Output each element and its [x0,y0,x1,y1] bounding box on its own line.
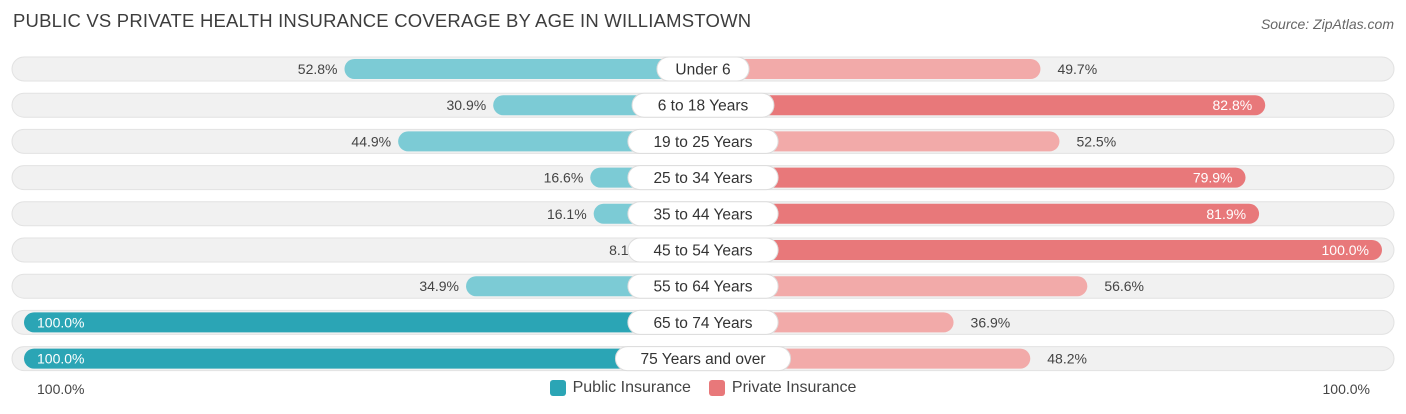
category-label: 25 to 34 Years [653,170,752,187]
legend-item-public[interactable]: Public Insurance [549,379,691,397]
category-pill [627,128,779,154]
category-label: 65 to 74 Years [653,315,752,332]
chart-title: PUBLIC VS PRIVATE HEALTH INSURANCE COVER… [13,10,752,31]
private-value-label: 49.7% [1057,61,1097,77]
legend: Public Insurance Private Insurance [0,379,1406,397]
private-bar [703,240,1382,260]
legend-item-private[interactable]: Private Insurance [708,379,857,397]
private-value-label: 48.2% [1047,351,1087,367]
private-bar [703,167,1246,188]
category-label: 75 Years and over [641,351,766,368]
category-label: 6 to 18 Years [658,98,749,115]
category-label: 19 to 25 Years [653,134,752,151]
public-value-label: 16.1% [547,206,587,222]
private-value-label: 56.6% [1104,278,1144,294]
private-value-label: 82.8% [1213,97,1253,113]
private-value-label: 52.5% [1076,133,1116,149]
private-bar [703,95,1266,116]
public-bar [398,131,703,152]
legend-swatch-public [549,380,566,396]
public-value-label: 100.0% [37,351,84,367]
public-value-label: 34.9% [419,278,459,294]
public-bar [24,312,703,333]
public-value-label: 44.9% [351,133,391,149]
private-bar [703,131,1060,152]
category-label: 35 to 44 Years [653,206,752,223]
private-value-label: 81.9% [1206,206,1246,222]
category-pill [631,92,775,118]
public-bar [344,59,703,79]
source-label: Source: ZipAtlas.com [1260,16,1394,32]
public-value-label: 52.8% [298,61,338,77]
public-value-label: 30.9% [446,97,486,113]
category-pill [627,273,779,299]
private-value-label: 79.9% [1193,170,1233,186]
private-bar [703,203,1260,224]
axis-left-label: 100.0% [37,381,85,397]
chart-svg: 52.8% 49.7% Under 6 30.9% 82.8% 6 to 18 Years… [11,56,1395,372]
private-value-label: 100.0% [1322,242,1369,258]
category-label: 45 to 54 Years [653,243,752,260]
legend-label-private: Private Insurance [731,379,857,396]
category-pill [627,201,779,227]
category-pill [627,165,779,191]
category-label: 55 to 64 Years [653,279,752,296]
private-value-label: 36.9% [971,314,1011,330]
private-bar [703,276,1088,297]
legend-label-public: Public Insurance [572,379,691,396]
category-pill [627,237,779,263]
category-pill [614,346,792,372]
public-bar [24,348,703,369]
private-bar [703,59,1041,79]
public-value-label: 100.0% [37,314,84,330]
axis-right-label: 100.0% [1322,381,1370,397]
category-label: Under 6 [675,62,730,79]
legend-swatch-private [708,380,725,396]
public-value-label: 16.6% [544,170,584,186]
category-pill [627,309,779,335]
category-pill [656,56,750,82]
